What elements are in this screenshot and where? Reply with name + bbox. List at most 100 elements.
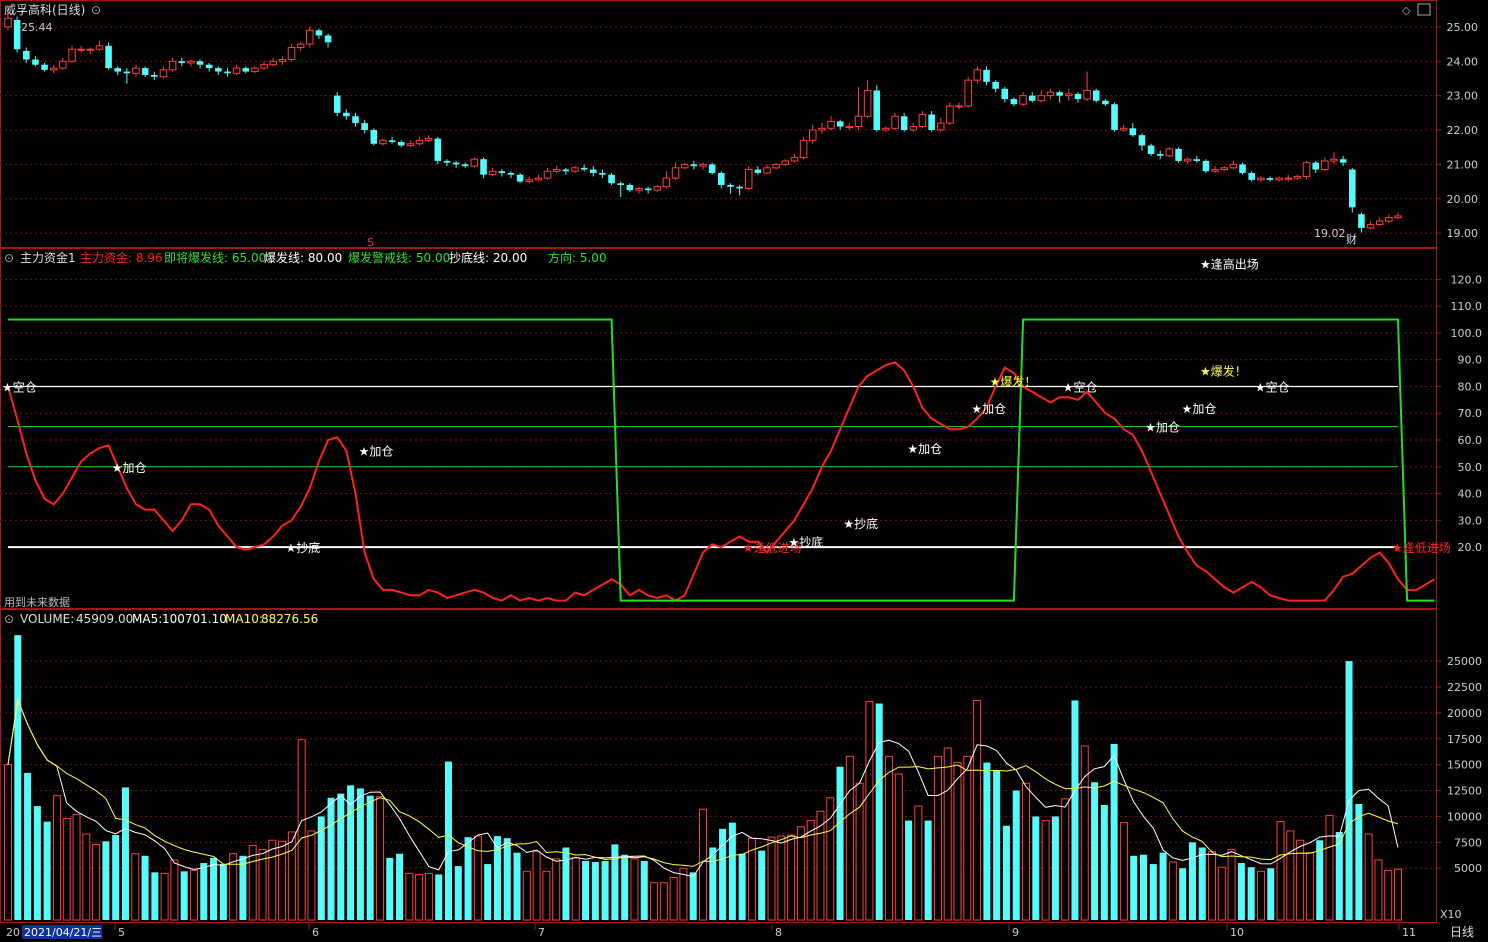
candle-body — [644, 188, 652, 191]
volume-bar — [493, 836, 501, 920]
candle-body — [461, 164, 469, 167]
indicator-tick-label: 110.0 — [1451, 300, 1483, 313]
volume-bar — [92, 843, 101, 921]
candle-body — [562, 169, 570, 172]
candle-body — [1385, 217, 1393, 222]
candle-body — [1147, 145, 1155, 155]
indicator-tick-label: 30.0 — [1458, 514, 1483, 527]
signal-label: ★空仓 — [1063, 380, 1098, 394]
volume-bar — [993, 770, 1001, 920]
volume-bar — [229, 853, 238, 921]
period-label[interactable]: 日线 — [1450, 925, 1474, 939]
volume-bar — [219, 864, 227, 920]
volume-bar — [72, 813, 81, 921]
candle-body — [187, 60, 195, 64]
volume-bar — [728, 822, 736, 920]
signal-label: ★加仓 — [1182, 402, 1217, 416]
candle-body — [470, 158, 479, 167]
volume-bar — [375, 796, 384, 921]
candle-body — [635, 187, 643, 191]
volume-bar — [424, 872, 433, 921]
financial-report-marker[interactable]: 财 — [1346, 232, 1357, 246]
ma10-label: MA10: — [225, 612, 263, 626]
volume-tick-label: 12500 — [1447, 785, 1482, 798]
low-price-label: 19.02 — [1314, 227, 1346, 240]
volume-bar — [327, 797, 335, 920]
volume-tick-label: 20000 — [1447, 707, 1482, 720]
volume-axis: 25000 22500 20000 17500 15000 12500 10000 7500 5… — [1436, 655, 1482, 875]
candle-body — [178, 61, 186, 63]
candle-body — [480, 159, 487, 175]
candle-body — [891, 115, 899, 129]
volume-bar — [248, 844, 257, 921]
volume-bar — [1237, 863, 1245, 920]
indicator-value-item: 爆发警戒线: 50.00 — [348, 250, 450, 265]
volume-bar — [278, 840, 287, 921]
volume-bar — [112, 835, 120, 920]
candle-body — [132, 67, 140, 74]
candle-body — [827, 120, 835, 129]
volume-bar — [1080, 745, 1089, 921]
candle-body — [397, 142, 405, 146]
indicator-tick-label: 120.0 — [1451, 273, 1483, 286]
volume-bar — [473, 835, 482, 921]
volume-bar — [141, 855, 149, 920]
volume-bar — [317, 816, 325, 920]
high-price-label: 25.44 — [21, 21, 53, 34]
candle-body — [708, 164, 716, 173]
candle-body — [86, 48, 95, 51]
volume-bar — [1119, 822, 1128, 921]
date-highlight[interactable]: 2021/04/21/三 — [24, 926, 102, 939]
volume-bar — [4, 764, 12, 921]
month-ticks: 5 6 7 8 9 10 11 — [114, 922, 1416, 939]
candle-body — [1366, 224, 1375, 229]
volume-bar — [1188, 842, 1196, 920]
signal-label: ★空仓 — [1255, 380, 1290, 394]
maximize-icon[interactable] — [1417, 3, 1431, 16]
volume-collapse-icon[interactable]: ⊙ — [4, 612, 14, 626]
panel-collapse-icon[interactable]: ⊙ — [91, 3, 101, 17]
volume-bar — [1316, 840, 1324, 920]
month-tick-label: 7 — [538, 926, 545, 939]
volume-bar — [1002, 825, 1010, 920]
candle-body — [41, 64, 48, 70]
candle-body — [1102, 100, 1109, 105]
price-panel: ⊙ 威孚高科(日线) ◇ 25.44 19.02 S 财 25.0024.002… — [4, 2, 1478, 249]
volume-bar — [562, 847, 570, 920]
candle-body — [306, 29, 314, 45]
volume-bar — [1100, 805, 1108, 920]
signal-label: ★抄底 — [843, 516, 878, 531]
indicator-value-item: 方向: 5.00 — [548, 250, 607, 265]
date-axis: 20 2021/04/21/三 5 6 7 8 9 10 11 日线 — [6, 922, 1474, 939]
candle-body — [1165, 148, 1174, 157]
candle-body — [964, 79, 972, 107]
indicator-collapse-icon[interactable]: ⊙ — [4, 251, 14, 265]
volume-bar — [1227, 849, 1236, 921]
candle-body — [736, 186, 743, 189]
volume-bar — [170, 859, 179, 921]
candle-body — [525, 179, 534, 183]
volume-bar — [894, 773, 903, 921]
candle-body — [1248, 172, 1255, 180]
direction-line — [8, 318, 1435, 602]
volume-bar — [640, 860, 648, 920]
volume-bar — [621, 854, 629, 920]
candle-body — [1119, 127, 1128, 131]
diamond-icon[interactable]: ◇ — [1402, 4, 1411, 17]
candle-body — [1275, 177, 1283, 181]
candle-body — [343, 112, 350, 117]
volume-bar — [287, 831, 296, 921]
candle-body — [882, 127, 890, 131]
candle-body — [845, 126, 854, 129]
volume-bar — [180, 871, 188, 920]
volume-bar — [591, 862, 599, 920]
candle-body — [415, 139, 424, 145]
volume-bar — [758, 850, 766, 920]
candle-body — [1111, 104, 1118, 130]
candle-body — [1339, 159, 1347, 163]
date-start-prefix: 20 — [6, 926, 20, 939]
candle-body — [744, 169, 753, 189]
price-tick-label: 20.00 — [1447, 193, 1479, 206]
indicator-value-item: 抄底线: 20.00 — [449, 250, 527, 265]
price-axis: 25.00 24.00 23.00 22.00 21.00 20.00 19.00 — [1436, 21, 1478, 240]
